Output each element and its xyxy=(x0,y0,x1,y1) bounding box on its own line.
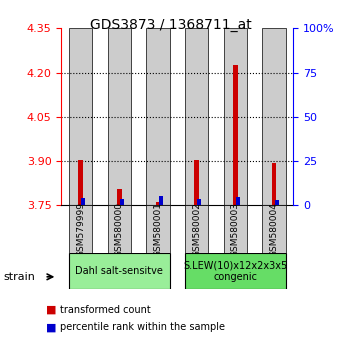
Text: ■: ■ xyxy=(46,305,57,315)
Text: GDS3873 / 1368711_at: GDS3873 / 1368711_at xyxy=(90,18,251,32)
Bar xyxy=(262,28,285,205)
Bar xyxy=(156,202,160,205)
Bar xyxy=(275,200,279,205)
FancyBboxPatch shape xyxy=(262,205,285,253)
Bar xyxy=(78,160,83,205)
Text: GSM580002: GSM580002 xyxy=(192,202,201,257)
Bar xyxy=(233,65,238,205)
FancyBboxPatch shape xyxy=(69,253,169,289)
Bar xyxy=(197,199,201,205)
Text: GSM580004: GSM580004 xyxy=(269,202,279,257)
FancyBboxPatch shape xyxy=(146,205,169,253)
Bar xyxy=(272,164,276,205)
FancyBboxPatch shape xyxy=(69,205,92,253)
Bar xyxy=(224,28,247,205)
Text: strain: strain xyxy=(3,272,35,282)
Text: GSM580000: GSM580000 xyxy=(115,202,124,257)
Bar xyxy=(69,28,92,205)
FancyBboxPatch shape xyxy=(224,205,247,253)
Text: GSM580003: GSM580003 xyxy=(231,202,240,257)
Text: percentile rank within the sample: percentile rank within the sample xyxy=(60,322,225,332)
Bar xyxy=(236,197,240,205)
Bar xyxy=(117,189,122,205)
Bar xyxy=(146,28,169,205)
Bar xyxy=(108,28,131,205)
Bar xyxy=(194,160,199,205)
Text: transformed count: transformed count xyxy=(60,305,150,315)
FancyBboxPatch shape xyxy=(185,253,285,289)
Text: GSM580001: GSM580001 xyxy=(153,202,163,257)
Bar xyxy=(120,199,124,205)
Text: S.LEW(10)x12x2x3x5
congenic: S.LEW(10)x12x2x3x5 congenic xyxy=(183,260,287,282)
Bar xyxy=(159,196,163,205)
Bar xyxy=(185,28,208,205)
Text: ■: ■ xyxy=(46,322,57,332)
FancyBboxPatch shape xyxy=(185,205,208,253)
Text: Dahl salt-sensitve: Dahl salt-sensitve xyxy=(75,266,163,276)
Text: GSM579999: GSM579999 xyxy=(76,202,85,257)
Bar xyxy=(81,198,85,205)
FancyBboxPatch shape xyxy=(108,205,131,253)
